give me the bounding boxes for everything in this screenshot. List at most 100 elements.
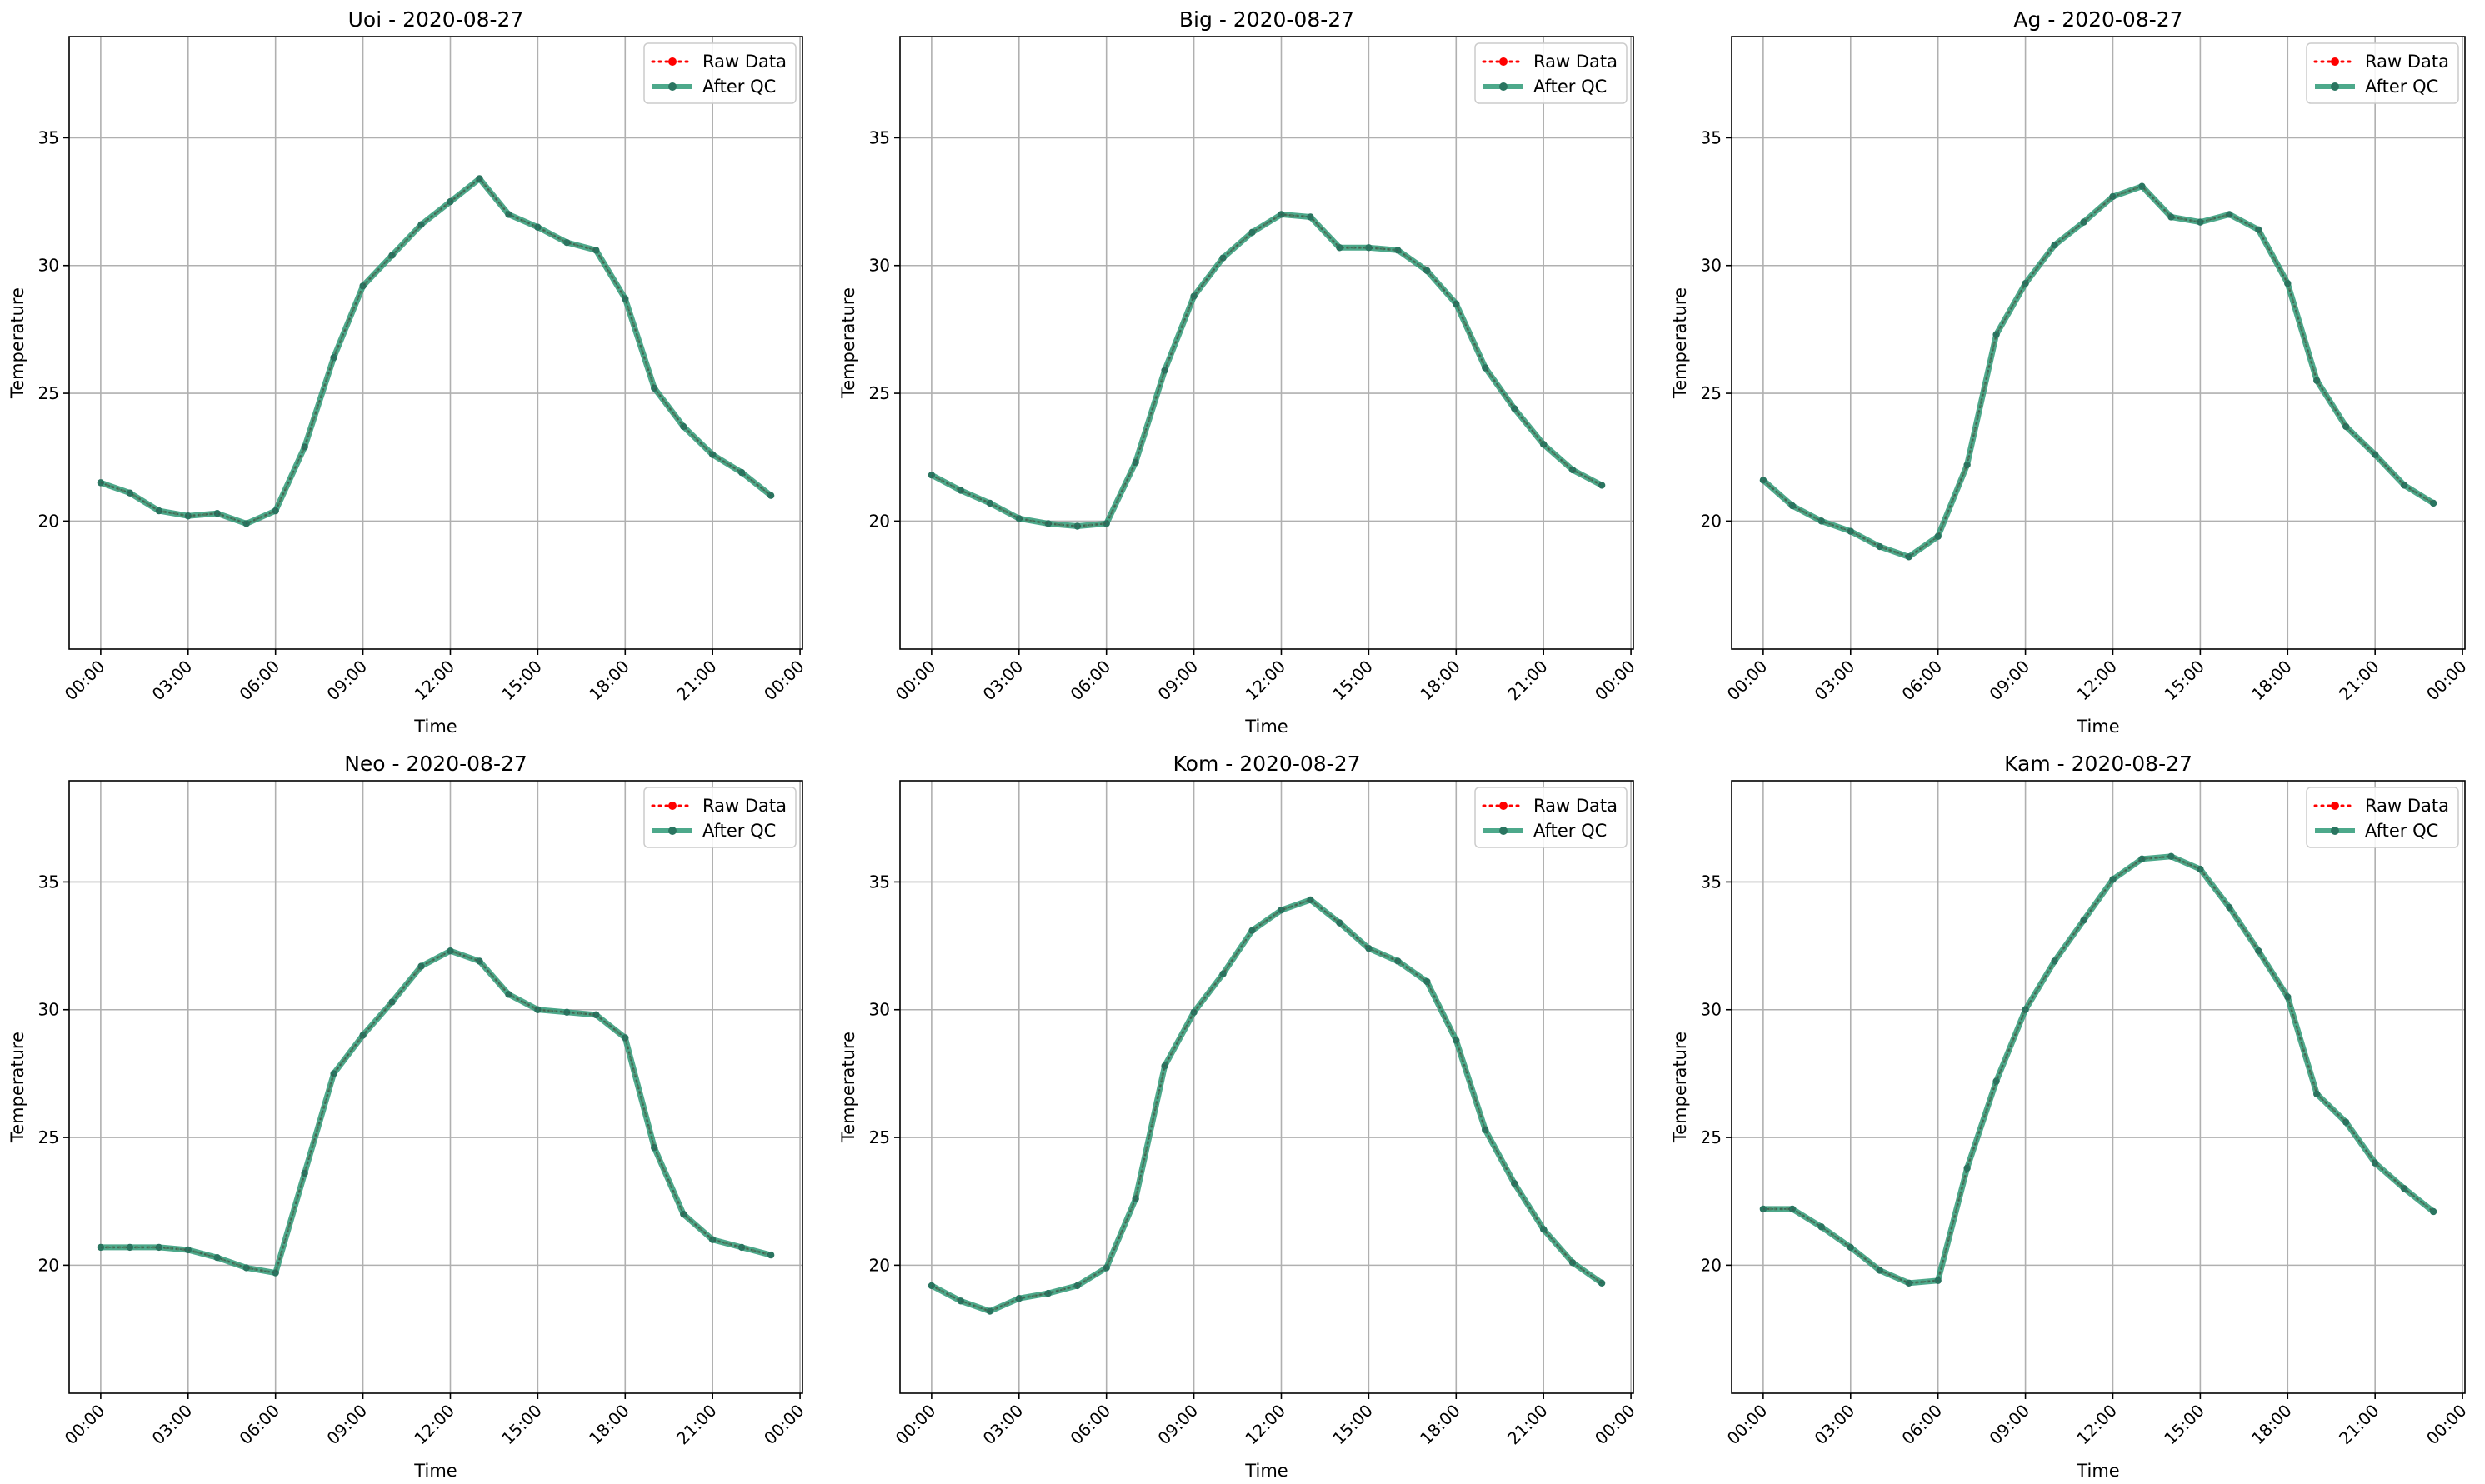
x-axis-label: Time xyxy=(413,1461,457,1481)
after-qc-point xyxy=(986,499,994,507)
after-qc-point xyxy=(1044,520,1052,527)
y-axis-label: Temperature xyxy=(838,287,858,399)
after-qc-point xyxy=(928,1282,936,1290)
y-tick-label: 30 xyxy=(1701,1000,1722,1020)
after-qc-point xyxy=(1598,482,1606,489)
x-tick-label: 00:00 xyxy=(1591,657,1639,705)
after-qc-point xyxy=(1015,1295,1022,1302)
x-tick-label: 00:00 xyxy=(1591,1401,1639,1449)
x-tick-label: 09:00 xyxy=(1985,1401,2033,1449)
series-line-raw-data xyxy=(1762,184,2435,558)
y-tick-label: 25 xyxy=(1701,383,1722,403)
series-line-overlay xyxy=(100,177,772,525)
after-qc-point xyxy=(2342,422,2350,431)
x-tick-label: 09:00 xyxy=(1153,1401,1202,1449)
legend-label: After QC xyxy=(1533,77,1607,97)
x-tick-label: 15:00 xyxy=(1328,1401,1377,1449)
y-tick-label: 25 xyxy=(38,1127,59,1147)
legend-label: After QC xyxy=(2365,821,2438,841)
x-tick-label: 15:00 xyxy=(498,1401,546,1449)
x-tick-label: 21:00 xyxy=(2335,1401,2383,1449)
y-axis-label: Temperature xyxy=(1670,287,1690,399)
series-line-overlay xyxy=(1762,185,2434,558)
after-qc-point xyxy=(1482,1126,1489,1134)
after-qc-point xyxy=(2400,482,2408,489)
after-qc-point xyxy=(1394,957,1402,965)
x-tick-label: 15:00 xyxy=(1328,657,1377,705)
after-qc-point xyxy=(534,223,542,231)
legend-marker-after-qc xyxy=(2331,827,2339,835)
after-qc-point xyxy=(1568,466,1577,474)
legend-label: Raw Data xyxy=(1533,52,1618,72)
subplot-title: Kom - 2020-08-27 xyxy=(1173,752,1361,776)
x-tick-label: 09:00 xyxy=(1153,657,1202,705)
y-tick-label: 30 xyxy=(869,256,890,276)
subplot-6: 00:00 03:00 06:00 09:00 12:00 15:00 18:00 21:00… xyxy=(1670,752,2471,1481)
after-qc-point xyxy=(1102,520,1110,527)
axes-frame xyxy=(68,36,803,650)
subplot-title: Neo - 2020-08-27 xyxy=(344,752,528,776)
axes-frame xyxy=(1731,780,2466,1394)
after-qc-point xyxy=(272,507,279,515)
legend-label: Raw Data xyxy=(1533,796,1618,816)
series-line-raw-data xyxy=(99,177,772,526)
y-tick-label: 20 xyxy=(38,511,59,531)
after-qc-point xyxy=(184,512,192,520)
after-qc-point xyxy=(2197,865,2204,873)
x-tick-label: 12:00 xyxy=(1241,1401,1289,1449)
after-qc-point xyxy=(738,1243,746,1252)
legend-marker-raw-data xyxy=(2331,802,2339,810)
legend: Raw Data After QC xyxy=(2306,787,2459,848)
x-tick-label: 09:00 xyxy=(322,657,371,705)
x-tick-label: 15:00 xyxy=(498,657,546,705)
after-qc-point xyxy=(1278,906,1285,914)
after-qc-point xyxy=(2255,226,2262,234)
y-tick-label: 35 xyxy=(38,872,59,892)
after-qc-point xyxy=(2168,852,2175,860)
subplot-1: 00:00 03:00 06:00 09:00 12:00 15:00 18:00 21:00… xyxy=(8,7,808,737)
after-qc-point xyxy=(1219,254,1227,262)
after-qc-point xyxy=(2226,211,2233,218)
x-tick-label: 03:00 xyxy=(1811,1401,1859,1449)
after-qc-point xyxy=(1015,515,1022,522)
subplot-title: Ag - 2020-08-27 xyxy=(2013,7,2182,32)
legend-label: Raw Data xyxy=(2365,52,2449,72)
y-tick-label: 25 xyxy=(38,383,59,403)
after-qc-point xyxy=(2284,280,2292,287)
x-tick-label: 00:00 xyxy=(2422,657,2471,705)
legend-label: Raw Data xyxy=(702,52,787,72)
after-qc-point xyxy=(2342,1118,2350,1126)
legend-label: After QC xyxy=(1533,821,1607,841)
after-qc-point xyxy=(126,489,134,497)
after-qc-point xyxy=(301,1169,308,1177)
subplot-title: Big - 2020-08-27 xyxy=(1179,7,1354,32)
after-qc-point xyxy=(767,1251,775,1259)
y-tick-label: 20 xyxy=(869,511,890,531)
after-qc-point xyxy=(651,1144,658,1152)
after-qc-point xyxy=(388,998,396,1006)
subplot-title: Uoi - 2020-08-27 xyxy=(348,7,524,32)
after-qc-point xyxy=(1876,542,1883,551)
subplot-2: 00:00 03:00 06:00 09:00 12:00 15:00 18:00 21:00… xyxy=(838,7,1639,737)
x-tick-label: 06:00 xyxy=(1066,657,1114,705)
after-qc-point xyxy=(2109,876,2117,883)
after-qc-point xyxy=(767,492,775,499)
after-qc-point xyxy=(2168,213,2175,221)
after-qc-point xyxy=(2022,1006,2029,1013)
y-tick-label: 30 xyxy=(38,256,59,276)
legend-label: Raw Data xyxy=(2365,796,2449,816)
x-tick-label: 09:00 xyxy=(322,1401,371,1449)
after-qc-point xyxy=(1759,1205,1768,1213)
x-tick-label: 18:00 xyxy=(585,657,633,705)
after-qc-point xyxy=(97,1243,105,1252)
y-axis-label: Temperature xyxy=(8,287,28,399)
after-qc-point xyxy=(1759,477,1768,484)
legend-marker-raw-data xyxy=(2331,57,2339,66)
x-tick-label: 12:00 xyxy=(2072,1401,2121,1449)
x-tick-label: 21:00 xyxy=(1503,1401,1552,1449)
y-tick-label: 30 xyxy=(869,1000,890,1020)
after-qc-point xyxy=(563,1008,571,1017)
legend-marker-raw-data xyxy=(1499,57,1508,66)
x-tick-label: 12:00 xyxy=(410,657,458,705)
